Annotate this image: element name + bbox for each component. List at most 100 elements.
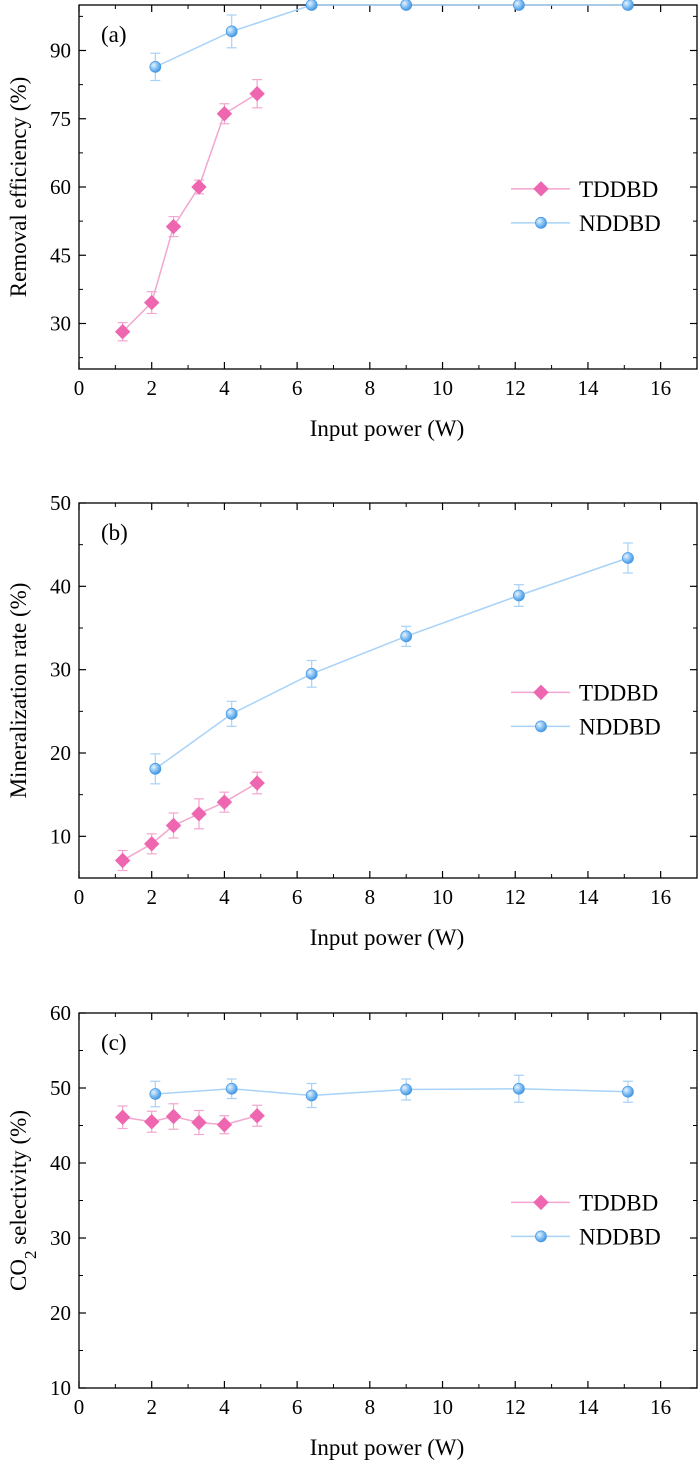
x-tick-label: 8 [365,376,376,400]
legend-marker-tddbd [533,181,549,197]
data-point-tddbd [191,1114,207,1131]
y-axis-title-suffix: selectivity (%) [6,1110,31,1251]
legend-marker-nddbd [535,216,547,229]
data-point-nddbd [225,1082,238,1095]
data-point-tddbd [249,86,265,102]
x-tick-label: 4 [219,376,230,400]
y-tick-label: 45 [50,243,71,267]
series-line-tddbd [122,782,258,862]
data-point-tddbd [114,852,131,869]
y-tick-label: 60 [50,1001,71,1025]
y-tick-label: 50 [50,1076,71,1100]
x-tick-label: 12 [505,376,526,400]
x-tick-label: 0 [74,1395,85,1419]
x-tick-label: 10 [432,885,453,909]
series-tddbd [114,771,265,872]
x-tick-label: 10 [432,376,453,400]
data-point-nddbd [512,0,525,11]
data-point-tddbd [143,1114,160,1130]
data-point-tddbd [216,1117,233,1133]
series-tddbd [114,1103,265,1136]
series-line-nddbd [154,557,629,770]
series-tddbd [114,79,265,342]
series-nddbd [149,542,634,785]
x-tick-label: 2 [146,885,157,909]
legend-marker-nddbd [535,1230,547,1243]
y-tick-label: 75 [50,107,71,131]
data-point-nddbd [225,707,238,720]
series-line-nddbd [155,1087,628,1097]
y-axis-title: Mineralization rate (%) [6,583,31,799]
data-point-nddbd [622,0,634,11]
data-point-nddbd [400,630,413,643]
y-tick-label: 50 [50,491,71,515]
data-point-tddbd [191,806,207,822]
series-nddbd [149,1074,634,1109]
panel-label: (a) [101,22,127,47]
x-tick-label: 6 [292,376,303,400]
data-point-nddbd [622,552,634,564]
x-tick-label: 6 [292,1395,303,1419]
y-tick-label: 20 [50,1301,71,1325]
y-tick-label: 60 [50,175,71,199]
x-tick-label: 16 [650,1395,671,1419]
data-point-nddbd [512,589,525,602]
x-tick-label: 16 [650,885,671,909]
y-tick-label: 10 [50,824,71,848]
legend-label-tddbd: TDDBD [579,680,658,705]
legend-marker-tddbd [533,1194,549,1211]
y-tick-label: 30 [50,1226,71,1250]
data-point-tddbd [216,106,233,122]
series-line-tddbd [122,1115,258,1126]
data-point-nddbd [400,1083,413,1096]
y-tick-label: 10 [50,1376,71,1400]
legend-label-nddbd: NDDBD [579,1224,661,1249]
data-point-tddbd [191,179,207,195]
panel-label: (b) [101,520,128,545]
legend-marker-tddbd [533,684,549,701]
y-axis-title-subscript: 2 [21,1251,40,1260]
x-axis-title: Input power (W) [310,1435,465,1460]
data-point-tddbd [114,1109,131,1125]
x-tick-label: 10 [432,1395,453,1419]
legend-label-tddbd: TDDBD [579,177,658,202]
x-tick-label: 8 [365,1395,376,1419]
x-tick-label: 4 [219,1395,230,1419]
panel-label: (c) [101,1030,127,1055]
data-point-nddbd [149,1088,162,1100]
data-point-nddbd [149,762,162,775]
data-point-tddbd [114,323,131,340]
data-point-nddbd [512,1082,525,1095]
y-tick-label: 30 [50,658,71,682]
chart-panel-2: 0 2 4 6 8 10 12 14 16 10 20 30 40 50 (b) Input power (W… [6,491,698,950]
data-point-nddbd [305,667,318,680]
x-tick-label: 14 [577,376,599,400]
x-tick-label: 6 [292,885,303,909]
x-axis-title: Input power (W) [310,925,465,950]
legend: TDDBD NDDBD [511,680,661,739]
chart-panel-1: 0 2 4 6 8 10 12 14 16 30 45 60 75 90 (a) Input power (W… [6,0,698,441]
x-tick-label: 14 [577,1395,599,1419]
x-tick-label: 0 [74,376,85,400]
data-point-tddbd [165,218,182,235]
legend-label-tddbd: TDDBD [579,1190,658,1215]
y-tick-label: 40 [50,574,71,598]
legend-label-nddbd: NDDBD [579,714,661,739]
plot-frame [78,502,698,879]
x-tick-label: 16 [650,376,671,400]
x-axis-title: Input power (W) [310,416,465,441]
legend: TDDBD NDDBD [511,1190,661,1249]
legend-label-nddbd: NDDBD [579,211,661,236]
data-point-tddbd [249,1108,265,1124]
x-tick-label: 2 [146,376,157,400]
x-tick-label: 4 [219,885,230,909]
y-tick-label: 30 [50,312,71,336]
y-tick-label: 20 [50,741,71,765]
data-point-nddbd [225,25,238,38]
series-nddbd [149,0,634,82]
data-point-tddbd [143,294,160,311]
y-axis-title: CO2 selectivity (%) [6,1110,40,1291]
data-point-tddbd [165,817,182,834]
data-point-tddbd [216,794,233,810]
